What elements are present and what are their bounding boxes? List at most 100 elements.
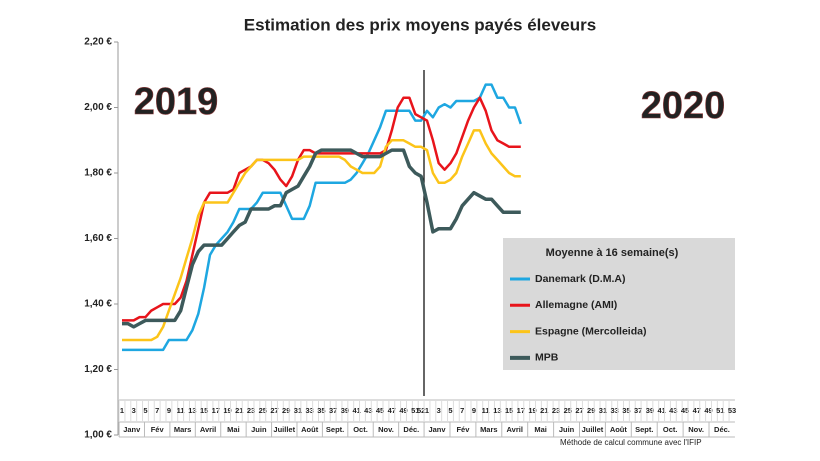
x-tick-label: 7 [155, 406, 159, 415]
month-label: Oct. [663, 425, 678, 434]
x-tick-label: 41 [352, 406, 360, 415]
month-label: Juillet [273, 425, 295, 434]
x-tick-label: 49 [704, 406, 712, 415]
year-annotation: 2020 [641, 85, 726, 127]
x-tick-label: 19 [223, 406, 231, 415]
y-tick-label: 2,00 € [84, 102, 112, 113]
series-line [122, 96, 521, 322]
month-label: Mai [534, 425, 547, 434]
x-tick-label: 35 [317, 406, 325, 415]
x-tick-label: 33 [611, 406, 619, 415]
x-tick-label: 13 [188, 406, 196, 415]
legend-title: Moyenne à 16 semaine(s) [546, 247, 679, 259]
month-label: Mars [174, 425, 192, 434]
x-tick-label: 53 [728, 406, 736, 415]
month-label: Avril [200, 425, 216, 434]
x-tick-label: 17 [517, 406, 525, 415]
x-tick-label: 27 [575, 406, 583, 415]
x-tick-label: 11 [177, 406, 185, 415]
x-tick-label: 21 [540, 406, 548, 415]
legend-label: Allemagne (AMI) [535, 299, 617, 311]
x-tick-label: 1 [425, 406, 429, 415]
month-label: Sept. [635, 425, 653, 434]
x-tick-label: 11 [482, 406, 490, 415]
x-tick-label: 41 [657, 406, 665, 415]
y-tick-label: 2,20 € [84, 37, 112, 48]
x-tick-label: 23 [247, 406, 255, 415]
x-tick-label: 43 [669, 406, 677, 415]
x-tick-label: 3 [437, 406, 441, 415]
month-label: Déc. [403, 425, 419, 434]
x-tick-label: 45 [376, 406, 384, 415]
x-tick-label: 47 [388, 406, 396, 415]
x-tick-label: 37 [634, 406, 642, 415]
x-tick-label: 13 [493, 406, 501, 415]
x-tick-label: 9 [167, 406, 171, 415]
x-tick-label: 27 [270, 406, 278, 415]
x-tick-label: 15 [505, 406, 513, 415]
x-tick-label: 45 [681, 406, 689, 415]
y-tick-label: 1,60 € [84, 233, 112, 244]
x-tick-label: 1 [120, 406, 124, 415]
month-label: Août [301, 425, 319, 434]
month-label: Juin [559, 425, 575, 434]
x-tick-label: 21 [235, 406, 243, 415]
x-tick-label: 31 [599, 406, 607, 415]
x-tick-label: 51 [716, 406, 724, 415]
x-tick-label: 9 [472, 406, 476, 415]
y-tick-label: 1,20 € [84, 364, 112, 375]
x-tick-label: 51 [411, 406, 419, 415]
legend-label: MPB [535, 352, 559, 364]
series-line [122, 83, 522, 352]
x-tick-label: 5 [143, 406, 147, 415]
month-label: Janv [123, 425, 141, 434]
month-label: Oct. [353, 425, 368, 434]
chart-title: Estimation des prix moyens payés éleveur… [244, 15, 596, 34]
month-label: Sept. [326, 425, 344, 434]
x-tick-label: 37 [329, 406, 337, 415]
month-label: Mars [480, 425, 498, 434]
x-tick-label: 47 [693, 406, 701, 415]
x-tick-label: 39 [341, 406, 349, 415]
x-tick-label: 29 [587, 406, 595, 415]
x-tick-label: 52 [417, 406, 425, 415]
x-tick-label: 17 [212, 406, 220, 415]
y-tick-label: 1,00 € [84, 430, 112, 441]
series-line [122, 129, 521, 342]
month-label: Août [610, 425, 628, 434]
y-tick-label: 1,80 € [84, 168, 112, 179]
x-tick-label: 49 [399, 406, 407, 415]
legend-box [503, 238, 735, 370]
month-label: Fév [151, 425, 165, 434]
x-tick-label: 23 [552, 406, 560, 415]
month-label: Juin [251, 425, 267, 434]
x-tick-label: 29 [282, 406, 290, 415]
y-tick-label: 1,40 € [84, 299, 112, 310]
x-tick-label: 15 [200, 406, 208, 415]
x-tick-label: 25 [259, 406, 267, 415]
x-tick-label: 39 [646, 406, 654, 415]
x-tick-label: 25 [564, 406, 572, 415]
month-label: Mai [227, 425, 240, 434]
year-annotation: 2019 [134, 81, 219, 123]
month-label: Nov. [378, 425, 394, 434]
month-label: Juillet [582, 425, 604, 434]
x-tick-label: 31 [294, 406, 302, 415]
x-tick-label: 3 [132, 406, 136, 415]
series-line [122, 148, 521, 329]
footnote: Méthode de calcul commune avec l'IFIP [560, 438, 702, 447]
x-tick-label: 19 [528, 406, 536, 415]
x-tick-label: 43 [364, 406, 372, 415]
legend-label: Espagne (Mercolleida) [535, 325, 646, 337]
x-tick-label: 7 [460, 406, 464, 415]
month-label: Janv [428, 425, 446, 434]
month-label: Nov. [688, 425, 704, 434]
legend-label: Danemark (D.M.A) [535, 273, 625, 285]
month-label: Déc. [714, 425, 730, 434]
x-tick-label: 35 [622, 406, 630, 415]
month-label: Fév [456, 425, 470, 434]
x-tick-label: 5 [448, 406, 452, 415]
x-tick-label: 33 [306, 406, 314, 415]
month-label: Avril [507, 425, 523, 434]
